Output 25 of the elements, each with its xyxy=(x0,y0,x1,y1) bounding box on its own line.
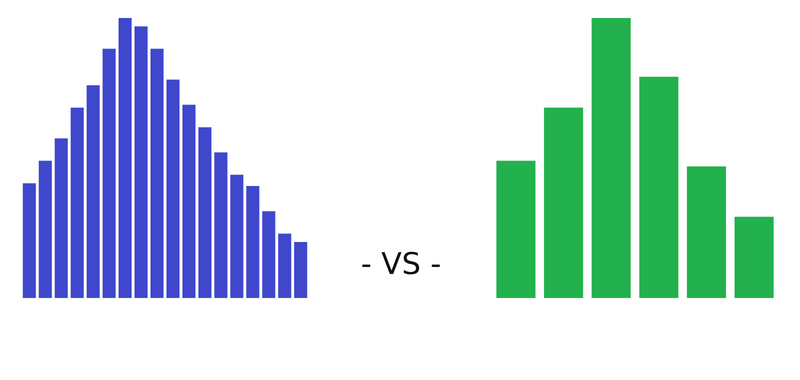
bar xyxy=(70,108,84,298)
bar xyxy=(214,152,228,298)
bar xyxy=(262,211,276,298)
text: - VS - xyxy=(360,247,442,282)
bar xyxy=(54,138,68,298)
bar xyxy=(38,160,52,298)
bar xyxy=(102,48,116,298)
bar xyxy=(86,85,100,298)
bar xyxy=(182,104,196,298)
bar xyxy=(686,166,726,298)
bar xyxy=(118,18,132,298)
bar xyxy=(246,186,260,298)
bar xyxy=(150,48,164,298)
bar xyxy=(294,242,308,298)
bar xyxy=(134,26,148,298)
bar xyxy=(230,174,244,298)
bar xyxy=(734,216,774,298)
bar xyxy=(22,183,36,298)
bar xyxy=(278,234,292,298)
bar xyxy=(198,127,212,298)
bar xyxy=(592,18,631,298)
bar xyxy=(496,160,536,298)
bar xyxy=(639,76,678,298)
bar xyxy=(544,108,584,298)
bar xyxy=(166,80,180,298)
